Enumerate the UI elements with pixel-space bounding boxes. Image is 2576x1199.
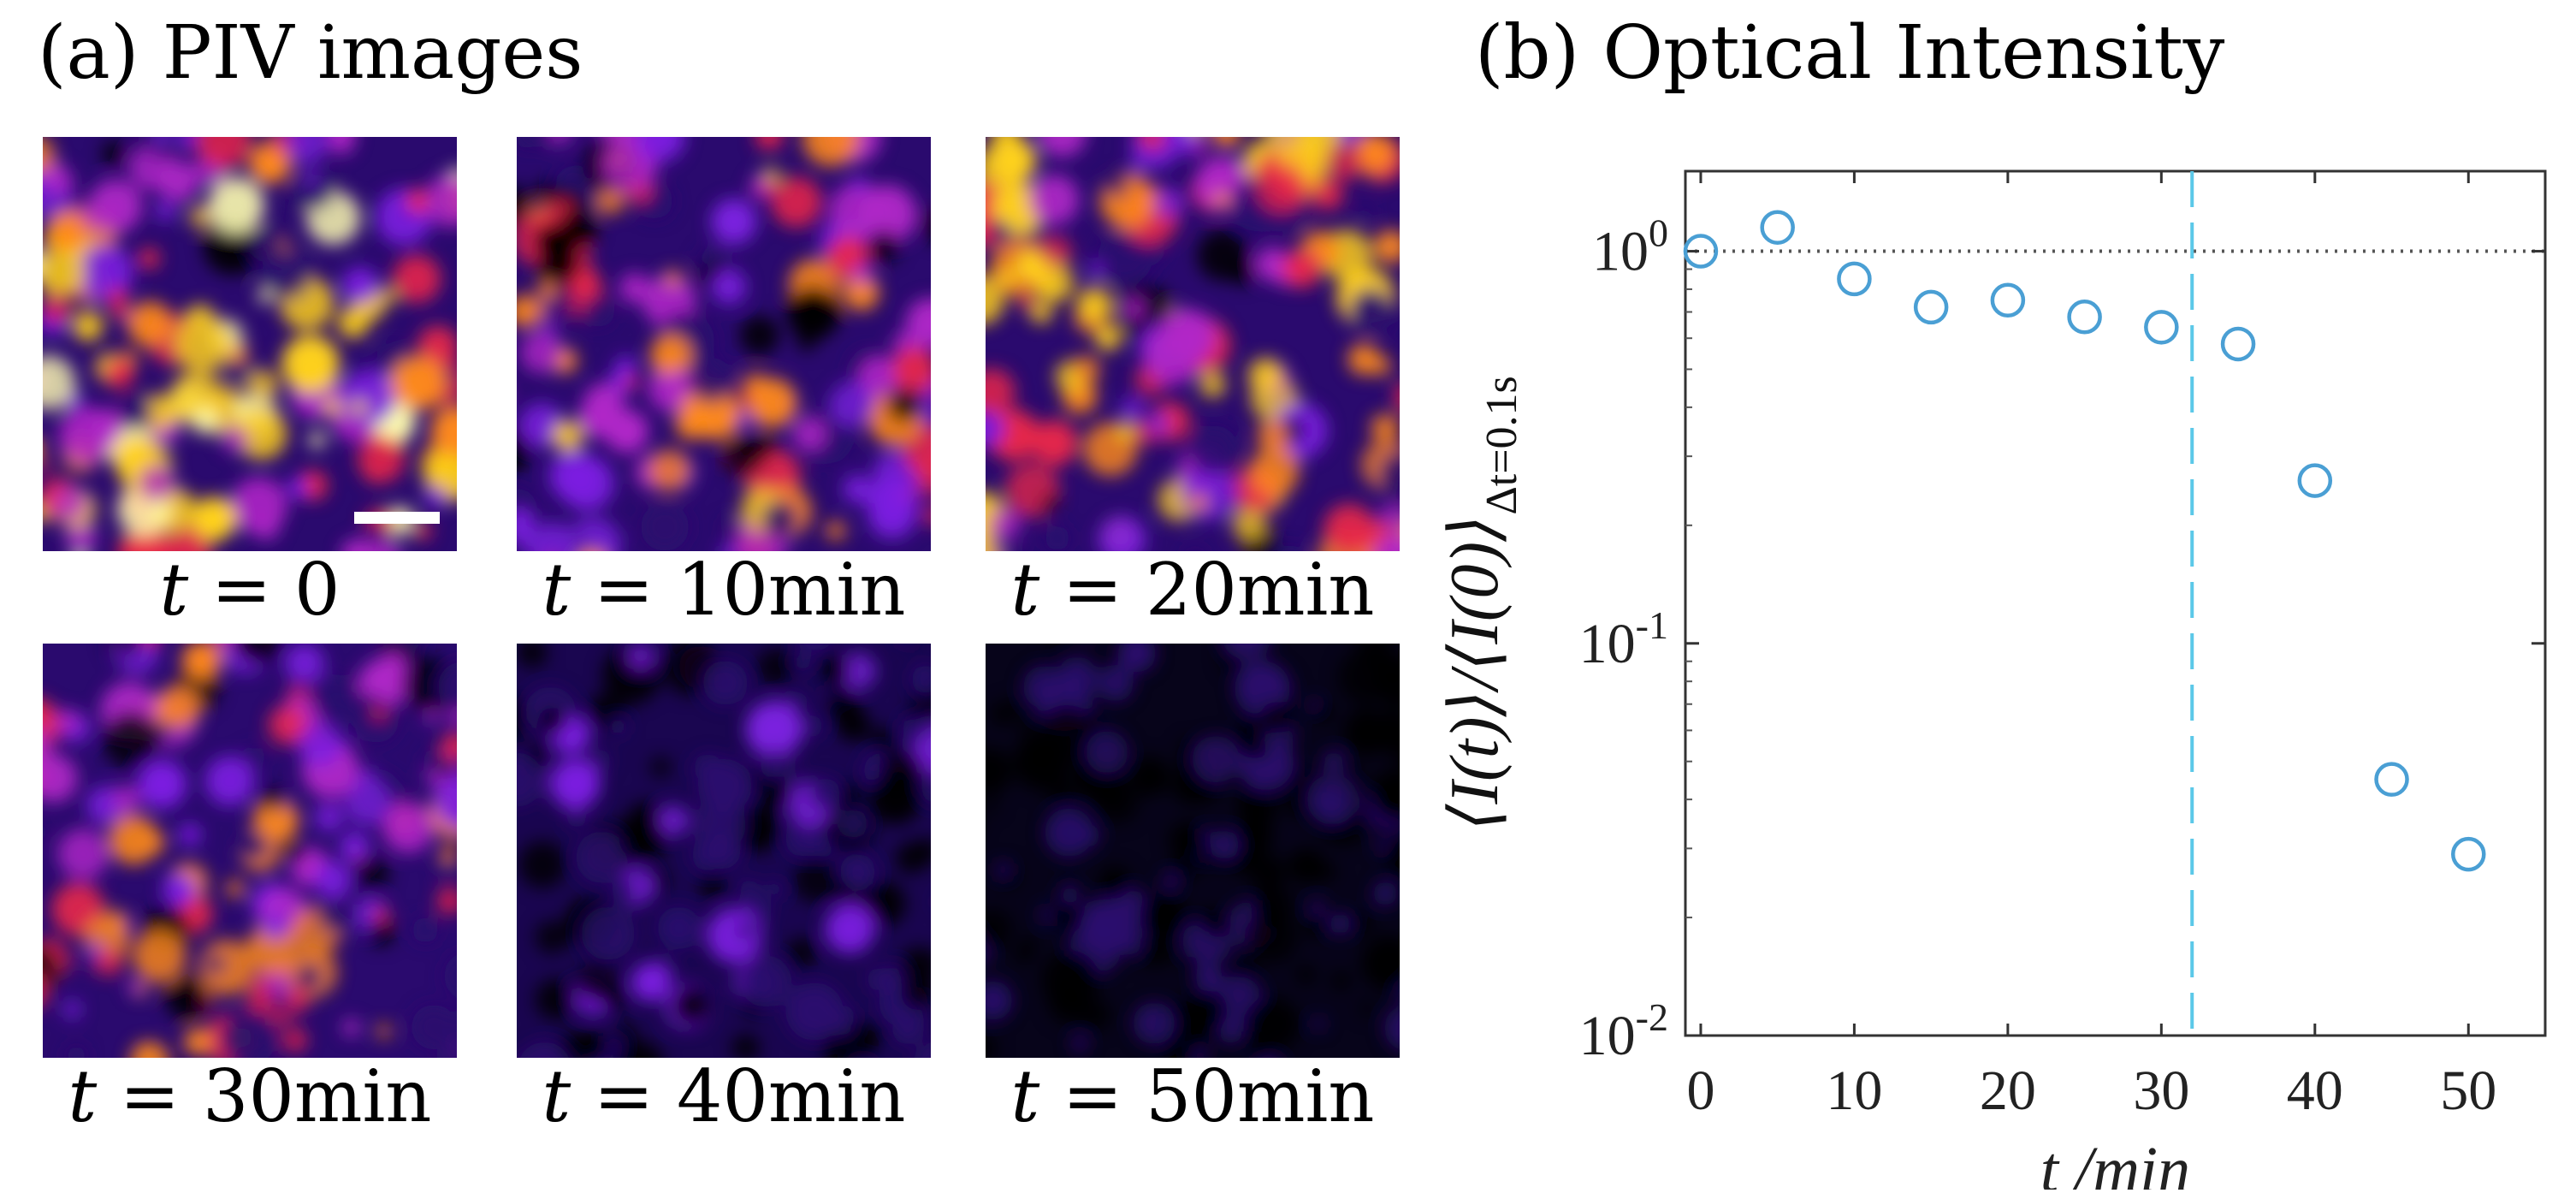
piv-image-4: [43, 644, 457, 1058]
caption-t-symbol: t: [1010, 1054, 1040, 1138]
plot-frame: [1684, 169, 2547, 1037]
data-point: [2067, 300, 2102, 335]
x-tick-label: 50: [2440, 1060, 2496, 1122]
data-point: [2451, 836, 2486, 872]
x-axis-label: t /min: [2040, 1134, 2190, 1190]
piv-caption-4: t = 30min: [10, 1054, 489, 1138]
data-point: [1837, 261, 1872, 297]
scale-bar: [354, 512, 440, 524]
caption-value: 40min: [677, 1054, 906, 1138]
y-tick-label: 100: [1592, 211, 1668, 283]
piv-image-1: [43, 137, 457, 551]
y-tick-exponent: 0: [1649, 211, 1668, 255]
piv-caption-1: t = 0: [10, 548, 489, 632]
data-point: [2297, 463, 2333, 498]
x-tick-label: 20: [1980, 1060, 2036, 1122]
y-tick-exponent: -2: [1636, 995, 1668, 1039]
x-tick-label: 40: [2287, 1060, 2343, 1122]
y-tick-base: 10: [1579, 1005, 1636, 1067]
data-point: [1760, 210, 1795, 245]
piv-image-2: [517, 137, 931, 551]
data-point: [1990, 282, 2026, 318]
piv-caption-5: t = 40min: [484, 1054, 963, 1138]
data-point: [2374, 762, 2409, 797]
data-point: [2220, 326, 2256, 362]
caption-equals: =: [188, 548, 295, 632]
caption-t-symbol: t: [542, 1054, 571, 1138]
piv-image-3: [986, 137, 1400, 551]
x-tick-label: 0: [1686, 1060, 1714, 1122]
caption-equals: =: [1039, 1054, 1146, 1138]
piv-image-5: [517, 644, 931, 1058]
caption-equals: =: [97, 1054, 204, 1138]
y-tick-base: 10: [1592, 221, 1649, 283]
y-tick-exponent: -1: [1636, 603, 1668, 647]
data-point: [2144, 310, 2179, 345]
caption-t-symbol: t: [68, 1054, 98, 1138]
caption-value: 10min: [677, 548, 906, 632]
panel-b-title: (b) Optical Intensity: [1475, 10, 2225, 96]
x-tick-label: 30: [2133, 1060, 2189, 1122]
caption-value: 0: [294, 548, 341, 632]
caption-t-symbol: t: [159, 548, 189, 632]
piv-caption-2: t = 10min: [484, 548, 963, 632]
y-axis-label-subscript: Δt=0.1s: [1477, 376, 1526, 514]
piv-caption-3: t = 20min: [953, 548, 1432, 632]
piv-image-6: [986, 644, 1400, 1058]
data-point: [1683, 234, 1719, 269]
caption-value: 20min: [1146, 548, 1375, 632]
y-tick-base: 10: [1579, 613, 1636, 675]
caption-t-symbol: t: [542, 548, 571, 632]
caption-equals: =: [1039, 548, 1146, 632]
caption-value: 30min: [203, 1054, 432, 1138]
caption-equals: =: [571, 1054, 678, 1138]
caption-equals: =: [571, 548, 678, 632]
caption-value: 50min: [1146, 1054, 1375, 1138]
panel-a-title: (a) PIV images: [38, 10, 583, 96]
data-point: [1913, 289, 1949, 325]
y-axis-label-main: ⟨I(t)⟩/⟨I(0)⟩: [1437, 515, 1513, 831]
y-tick-label: 10-2: [1579, 995, 1668, 1067]
x-tick-label: 10: [1826, 1060, 1882, 1122]
piv-caption-6: t = 50min: [953, 1054, 1432, 1138]
y-tick-label: 10-1: [1579, 603, 1668, 675]
caption-t-symbol: t: [1010, 548, 1040, 632]
y-axis-label: ⟨I(t)⟩/⟨I(0)⟩Δt=0.1s: [1437, 376, 1526, 831]
